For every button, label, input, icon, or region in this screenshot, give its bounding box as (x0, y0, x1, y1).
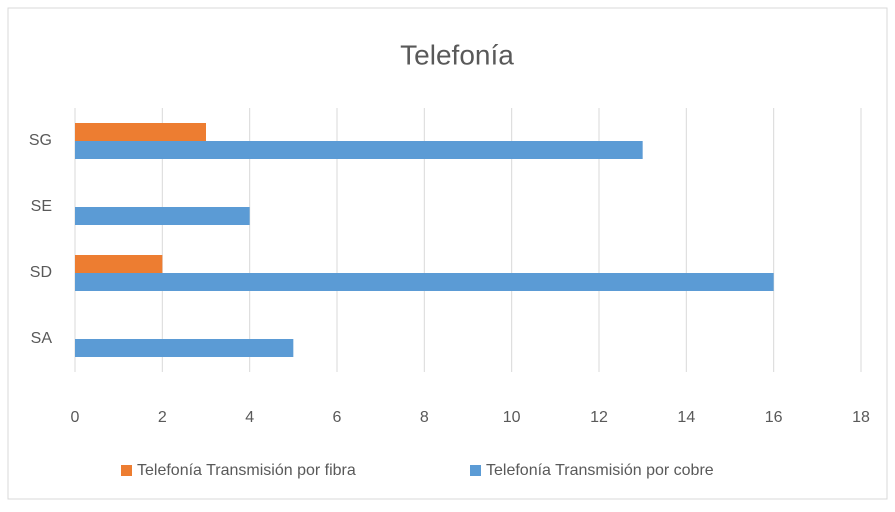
chart-border (7, 7, 888, 500)
bar (75, 141, 643, 159)
x-tick-label: 0 (71, 409, 80, 426)
bar (75, 255, 163, 273)
bar (75, 273, 774, 291)
bar (75, 123, 206, 141)
y-tick-label: SG (29, 132, 52, 149)
x-tick-label: 12 (590, 409, 608, 426)
y-tick-label: SD (30, 264, 52, 281)
legend-swatch (470, 465, 481, 476)
bar (75, 207, 250, 225)
x-tick-label: 10 (503, 409, 521, 426)
x-tick-label: 4 (245, 409, 254, 426)
x-tick-label: 16 (765, 409, 783, 426)
x-tick-label: 14 (677, 409, 695, 426)
x-tick-label: 8 (420, 409, 429, 426)
legend-swatch (121, 465, 132, 476)
x-tick-label: 18 (852, 409, 870, 426)
y-tick-label: SE (31, 198, 52, 215)
x-tick-label: 6 (333, 409, 342, 426)
legend-label: Telefonía Transmisión por cobre (486, 462, 714, 479)
legend-label: Telefonía Transmisión por fibra (137, 462, 356, 479)
x-tick-label: 2 (158, 409, 167, 426)
y-tick-label: SA (31, 330, 53, 347)
bar (75, 339, 294, 357)
chart-title: Telefonía (400, 39, 514, 70)
